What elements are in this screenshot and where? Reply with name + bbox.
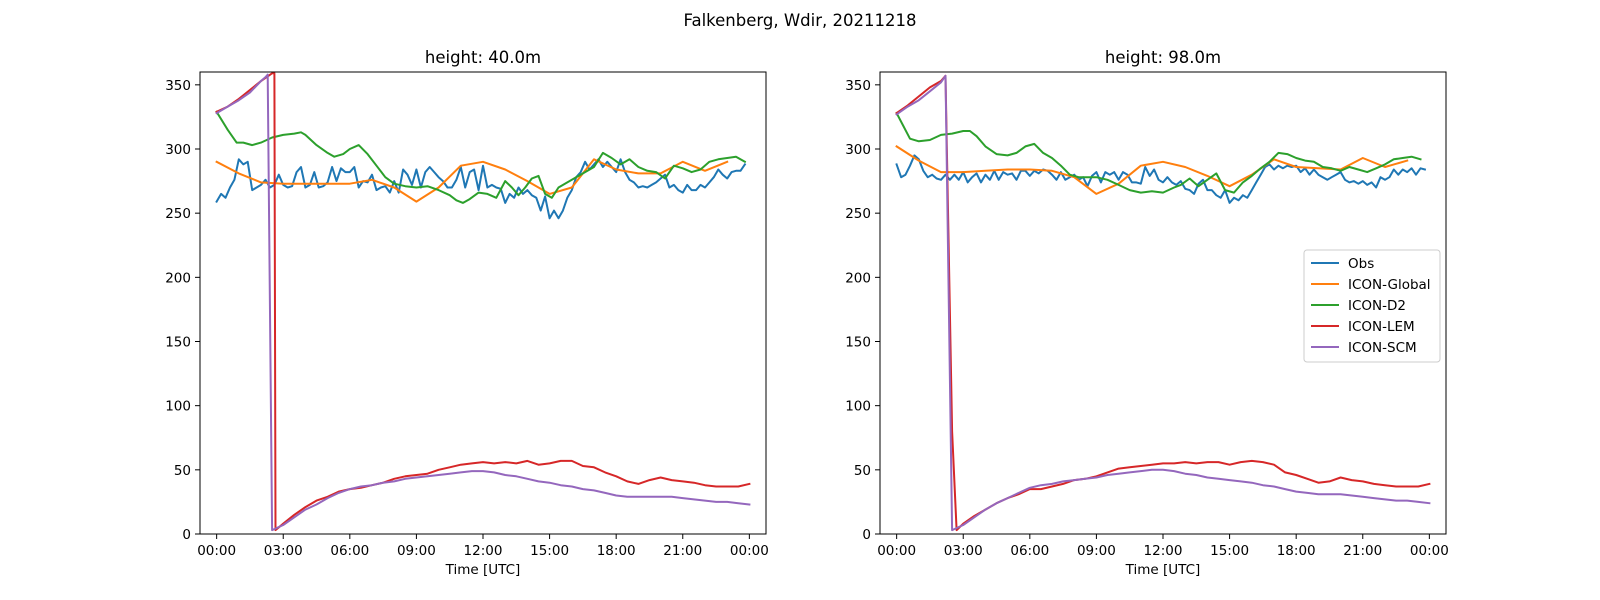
y-tick-label: 300 [165,142,191,158]
series-line-icon-lem [215,72,751,532]
x-tick-label: 21:00 [663,543,702,559]
y-tick-label: 100 [845,399,871,415]
plot-frame [199,71,767,535]
series-line-icon-global [895,145,1409,195]
series-line-icon-lem [895,74,1431,532]
x-tick-label: 03:00 [944,543,983,559]
legend-entry-label: ICON-Global [1348,277,1431,293]
series-line-obs [895,154,1427,204]
legend-box [1303,249,1441,363]
series-line-icon-d2 [895,111,1422,194]
legend-entry-label: Obs [1348,256,1374,272]
x-tick-label: 21:00 [1343,543,1382,559]
x-tick-label: 06:00 [1010,543,1049,559]
x-tick-label: 00:00 [877,543,916,559]
x-tick-label: 06:00 [330,543,369,559]
y-tick-label: 350 [165,78,191,94]
y-tick-label: 0 [182,527,191,543]
x-axis-label: Time [UTC] [1125,562,1201,578]
y-tick-label: 350 [845,78,871,94]
x-tick-label: 18:00 [1277,543,1316,559]
y-tick-label: 250 [165,206,191,222]
y-tick-label: 250 [845,206,871,222]
y-tick-label: 0 [862,527,871,543]
legend-entry-label: ICON-SCM [1348,340,1417,356]
y-tick-label: 100 [165,399,191,415]
legend: Obs ICON-Global ICON-D2 ICON-LEM ICON-SCM [1303,249,1441,363]
y-tick-label: 50 [854,463,871,479]
y-tick-label: 200 [165,270,191,286]
y-tick-label: 150 [845,335,871,351]
legend-entry-label: ICON-LEM [1348,319,1415,335]
chart-panel-1: 00:00 03:00 06:00 09:00 12:00 15:00 18:00 21:00… [165,48,769,578]
x-tick-label: 00:00 [730,543,769,559]
x-tick-label: 15:00 [1210,543,1249,559]
series-line-icon-global [215,158,729,203]
legend-entry-label: ICON-D2 [1348,298,1406,314]
y-tick-label: 150 [165,335,191,351]
series-line-icon-d2 [215,110,747,204]
x-tick-label: 12:00 [1144,543,1183,559]
series-line-obs [215,158,747,220]
x-tick-label: 12:00 [464,543,503,559]
x-tick-label: 03:00 [264,543,303,559]
y-tick-label: 50 [174,463,191,479]
x-tick-label: 15:00 [530,543,569,559]
x-axis-label: Time [UTC] [445,562,521,578]
x-tick-label: 18:00 [597,543,636,559]
series-line-icon-scm [215,73,751,532]
series-line-icon-scm [895,74,1431,532]
x-tick-label: 09:00 [1077,543,1116,559]
figure-suptitle: Falkenberg, Wdir, 20211218 [684,11,917,30]
x-tick-label: 00:00 [1410,543,1449,559]
chart-title: height: 98.0m [1105,48,1221,67]
x-tick-label: 00:00 [197,543,236,559]
x-tick-label: 09:00 [397,543,436,559]
y-tick-label: 200 [845,270,871,286]
chart-title: height: 40.0m [425,48,541,67]
series-group [215,72,751,532]
series-group [895,74,1431,532]
chart-panel-2: 00:00 03:00 06:00 09:00 12:00 15:00 18:00 21:00… [845,48,1449,578]
y-tick-label: 300 [845,142,871,158]
